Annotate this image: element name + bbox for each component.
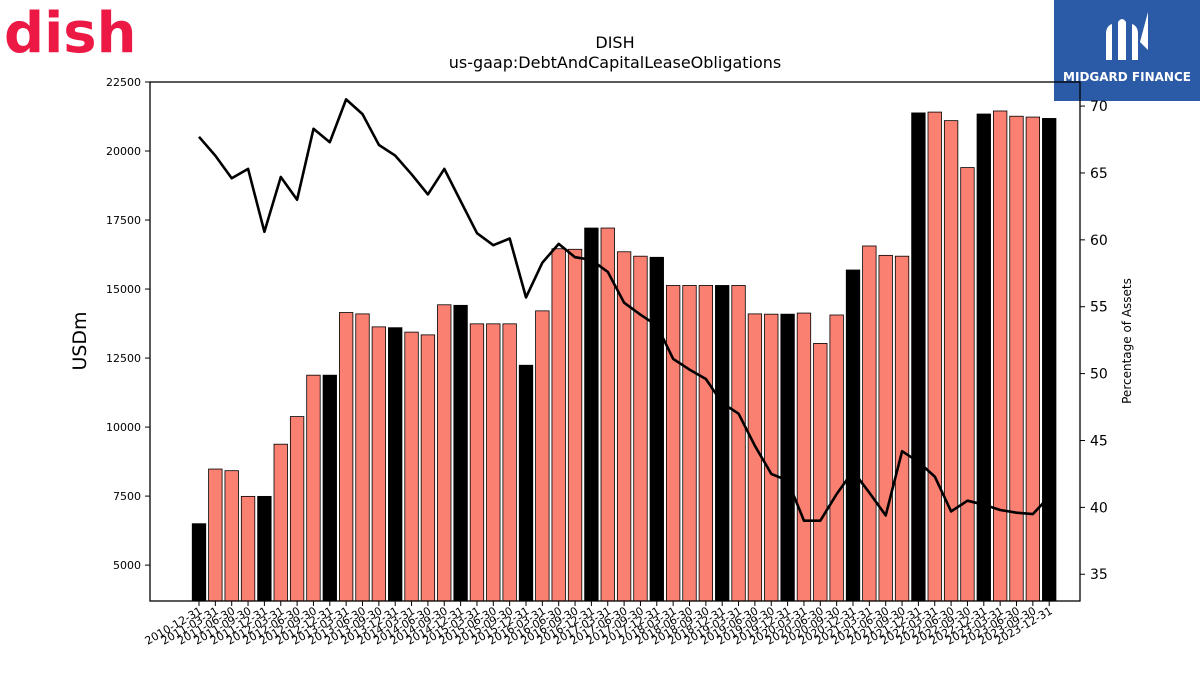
y2-tick-label: 35 [1090, 567, 1108, 583]
bar [666, 285, 681, 602]
bar [1042, 118, 1057, 602]
bar [191, 523, 207, 602]
bar [1009, 115, 1024, 602]
bar [747, 313, 763, 602]
y2-tick-label: 55 [1090, 300, 1108, 316]
bar [404, 331, 419, 602]
bar [943, 120, 959, 602]
bar [551, 248, 566, 602]
bar [502, 323, 517, 602]
bar [715, 285, 730, 602]
y2-tick-label: 45 [1090, 433, 1108, 449]
y2-tick-label: 65 [1090, 166, 1108, 182]
chart-subtitle: us-gaap:DebtAndCapitalLeaseObligations [449, 53, 782, 72]
bar [878, 254, 893, 602]
percentage-line [198, 98, 1051, 523]
bar [993, 110, 1008, 602]
bar [813, 343, 828, 602]
bar [764, 313, 779, 602]
plot-frame [149, 81, 1081, 602]
bar [371, 326, 387, 602]
dish-logo: dish [4, 1, 136, 66]
y-tick-label: 10000 [106, 421, 141, 434]
percentage-line-series [198, 98, 1051, 523]
bar [796, 312, 812, 602]
bar [927, 111, 942, 602]
bar [731, 285, 746, 602]
bar [1025, 116, 1040, 602]
dish-logo-text: dish [4, 1, 136, 66]
bar [976, 113, 991, 602]
bar [306, 374, 321, 602]
bar [518, 364, 534, 602]
bar [469, 323, 485, 602]
bar [960, 167, 975, 602]
bar [829, 314, 844, 602]
bar [894, 255, 910, 602]
y2-tick-label: 50 [1090, 367, 1108, 383]
y-tick-label: 15000 [106, 283, 141, 296]
bar [224, 470, 239, 602]
bar [698, 285, 713, 602]
bar [682, 285, 697, 602]
midgard-finance-logo: MIDGARD FINANCE [1054, 0, 1200, 101]
midgard-logo-text: MIDGARD FINANCE [1063, 70, 1191, 84]
bar [338, 312, 354, 602]
y-tick-label: 22500 [106, 76, 141, 89]
bar [355, 313, 370, 602]
bar [600, 227, 615, 602]
bar [780, 313, 795, 602]
y2-tick-label: 60 [1090, 233, 1108, 249]
chart-title: DISH [595, 33, 634, 52]
y-tick-label: 12500 [106, 352, 141, 365]
bar [633, 255, 648, 602]
bar [845, 269, 861, 602]
bar [257, 495, 272, 602]
bar [584, 227, 599, 602]
y-tick-label: 17500 [106, 214, 141, 227]
bar [649, 256, 664, 602]
midgard-logo-background [1054, 0, 1200, 101]
y-tick-label: 5000 [113, 559, 141, 572]
bar [273, 443, 288, 602]
bar [486, 323, 501, 602]
axes: 5000 7500 10000 12500 15000 17500 20000 22500 35… [106, 76, 1108, 648]
bar [911, 112, 926, 602]
bar [208, 468, 223, 602]
midgard-emblem-icon [1106, 12, 1148, 60]
y-axis-label: USDm [69, 311, 91, 370]
bar [567, 248, 583, 602]
bar [388, 327, 403, 602]
bar [240, 495, 256, 602]
bar [437, 304, 452, 602]
y-tick-label: 7500 [113, 490, 141, 503]
bar-series [191, 110, 1057, 602]
bar [453, 304, 468, 602]
y2-tick-label: 70 [1090, 99, 1108, 115]
bar [289, 416, 305, 602]
y2-axis-label: Percentage of Assets [1120, 278, 1134, 404]
bar [862, 245, 877, 602]
y-tick-label: 20000 [106, 145, 141, 158]
bar [322, 374, 337, 602]
bar [535, 310, 550, 602]
bar [420, 334, 436, 602]
y2-tick-label: 40 [1090, 500, 1108, 516]
